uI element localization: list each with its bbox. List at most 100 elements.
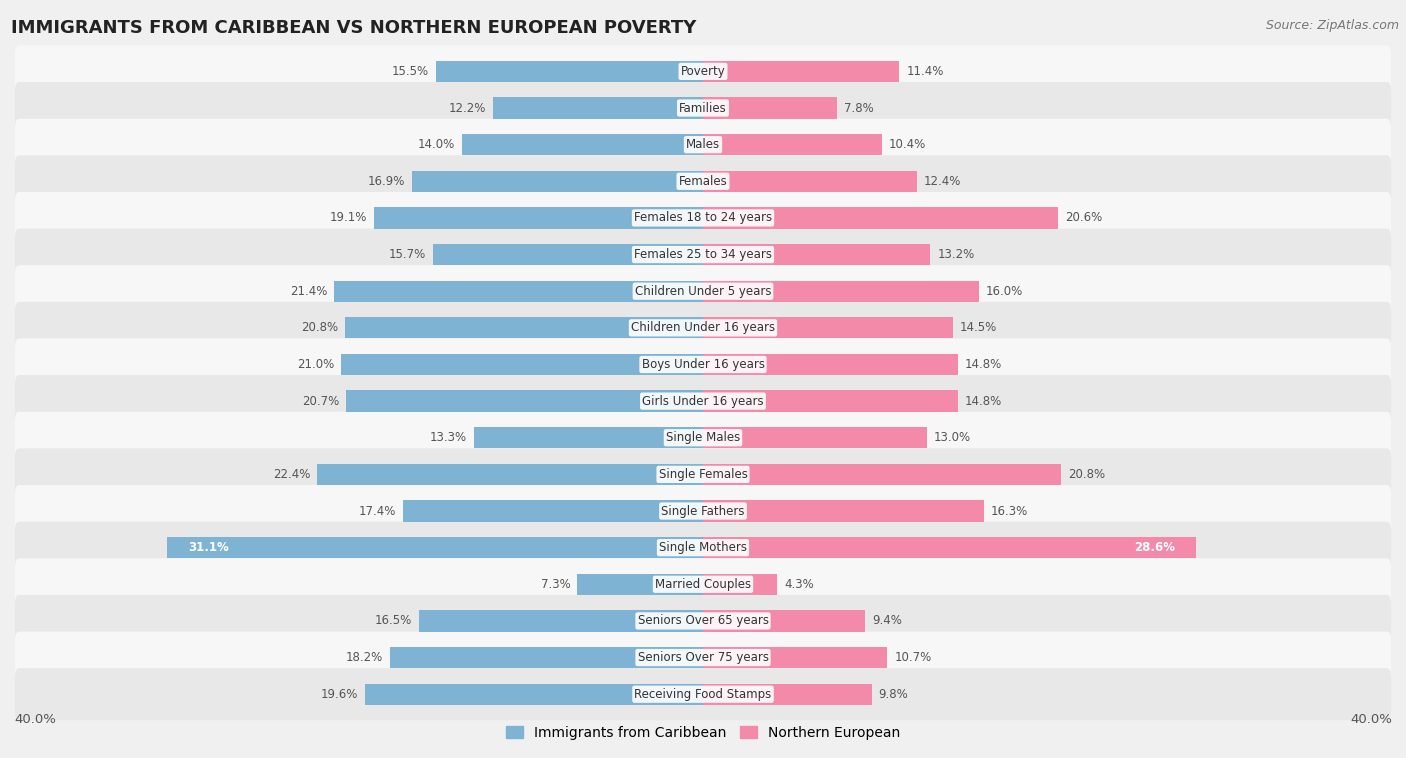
Text: Married Couples: Married Couples — [655, 578, 751, 590]
Bar — [703, 574, 778, 595]
Bar — [344, 317, 703, 339]
Text: 18.2%: 18.2% — [346, 651, 382, 664]
FancyBboxPatch shape — [15, 265, 1391, 317]
Text: Single Males: Single Males — [666, 431, 740, 444]
Bar — [433, 244, 703, 265]
Text: Poverty: Poverty — [681, 65, 725, 78]
Bar — [703, 647, 887, 669]
Bar — [703, 97, 838, 119]
Bar — [703, 134, 882, 155]
Text: Single Females: Single Females — [658, 468, 748, 481]
Bar — [703, 317, 953, 339]
Text: 14.8%: 14.8% — [965, 395, 1002, 408]
Bar — [703, 464, 1062, 485]
Bar — [703, 171, 917, 192]
Text: Receiving Food Stamps: Receiving Food Stamps — [634, 688, 772, 700]
Text: 16.0%: 16.0% — [986, 285, 1022, 298]
Bar — [703, 500, 984, 522]
Text: 16.3%: 16.3% — [991, 505, 1028, 518]
FancyBboxPatch shape — [15, 229, 1391, 280]
FancyBboxPatch shape — [15, 522, 1391, 574]
Text: 16.5%: 16.5% — [374, 615, 412, 628]
FancyBboxPatch shape — [15, 339, 1391, 390]
FancyBboxPatch shape — [15, 82, 1391, 134]
Text: Girls Under 16 years: Girls Under 16 years — [643, 395, 763, 408]
Text: Source: ZipAtlas.com: Source: ZipAtlas.com — [1265, 19, 1399, 32]
FancyBboxPatch shape — [15, 302, 1391, 354]
Text: 9.4%: 9.4% — [872, 615, 901, 628]
Text: 10.7%: 10.7% — [894, 651, 931, 664]
Text: 20.8%: 20.8% — [301, 321, 337, 334]
Text: 17.4%: 17.4% — [359, 505, 396, 518]
Text: 13.3%: 13.3% — [430, 431, 467, 444]
Text: 15.5%: 15.5% — [392, 65, 429, 78]
Bar — [436, 61, 703, 82]
Text: 7.8%: 7.8% — [844, 102, 875, 114]
Text: 16.9%: 16.9% — [367, 175, 405, 188]
FancyBboxPatch shape — [15, 45, 1391, 97]
FancyBboxPatch shape — [15, 595, 1391, 647]
Text: Males: Males — [686, 138, 720, 151]
Text: 22.4%: 22.4% — [273, 468, 311, 481]
Text: 20.8%: 20.8% — [1069, 468, 1105, 481]
FancyBboxPatch shape — [15, 449, 1391, 500]
Bar — [578, 574, 703, 595]
Bar — [335, 280, 703, 302]
Text: Boys Under 16 years: Boys Under 16 years — [641, 358, 765, 371]
Bar — [412, 171, 703, 192]
Text: 7.3%: 7.3% — [541, 578, 571, 590]
Text: Females 25 to 34 years: Females 25 to 34 years — [634, 248, 772, 261]
Text: Children Under 5 years: Children Under 5 years — [634, 285, 772, 298]
Text: IMMIGRANTS FROM CARIBBEAN VS NORTHERN EUROPEAN POVERTY: IMMIGRANTS FROM CARIBBEAN VS NORTHERN EU… — [11, 19, 696, 37]
Bar — [703, 684, 872, 705]
Text: 14.0%: 14.0% — [418, 138, 456, 151]
Text: 15.7%: 15.7% — [388, 248, 426, 261]
Text: 10.4%: 10.4% — [889, 138, 927, 151]
Text: 19.1%: 19.1% — [330, 211, 367, 224]
FancyBboxPatch shape — [15, 631, 1391, 684]
Text: 14.8%: 14.8% — [965, 358, 1002, 371]
Text: 13.2%: 13.2% — [938, 248, 974, 261]
Bar — [167, 537, 703, 559]
Text: 12.4%: 12.4% — [924, 175, 960, 188]
FancyBboxPatch shape — [15, 485, 1391, 537]
FancyBboxPatch shape — [15, 412, 1391, 464]
Text: Single Fathers: Single Fathers — [661, 505, 745, 518]
Text: 20.6%: 20.6% — [1064, 211, 1102, 224]
Text: Single Mothers: Single Mothers — [659, 541, 747, 554]
Bar — [703, 427, 927, 449]
Bar — [703, 280, 979, 302]
Bar — [374, 207, 703, 229]
Text: 40.0%: 40.0% — [14, 713, 56, 725]
Bar — [703, 354, 957, 375]
Bar — [703, 61, 900, 82]
Bar — [389, 647, 703, 669]
Text: Families: Families — [679, 102, 727, 114]
FancyBboxPatch shape — [15, 119, 1391, 171]
Text: 19.6%: 19.6% — [321, 688, 359, 700]
Bar — [703, 537, 1195, 559]
Text: 40.0%: 40.0% — [1350, 713, 1392, 725]
Bar — [366, 684, 703, 705]
Text: 4.3%: 4.3% — [785, 578, 814, 590]
Bar — [419, 610, 703, 631]
Text: Children Under 16 years: Children Under 16 years — [631, 321, 775, 334]
FancyBboxPatch shape — [15, 559, 1391, 610]
Text: Seniors Over 75 years: Seniors Over 75 years — [637, 651, 769, 664]
Text: 12.2%: 12.2% — [449, 102, 486, 114]
FancyBboxPatch shape — [15, 155, 1391, 207]
Text: 28.6%: 28.6% — [1133, 541, 1175, 554]
Bar — [342, 354, 703, 375]
Text: 21.0%: 21.0% — [297, 358, 335, 371]
Bar — [474, 427, 703, 449]
Bar — [346, 390, 703, 412]
FancyBboxPatch shape — [15, 192, 1391, 244]
Bar — [318, 464, 703, 485]
Bar — [703, 244, 931, 265]
Text: Females: Females — [679, 175, 727, 188]
Text: 11.4%: 11.4% — [907, 65, 943, 78]
Legend: Immigrants from Caribbean, Northern European: Immigrants from Caribbean, Northern Euro… — [501, 720, 905, 745]
Text: 9.8%: 9.8% — [879, 688, 908, 700]
Text: 21.4%: 21.4% — [290, 285, 328, 298]
Bar — [494, 97, 703, 119]
